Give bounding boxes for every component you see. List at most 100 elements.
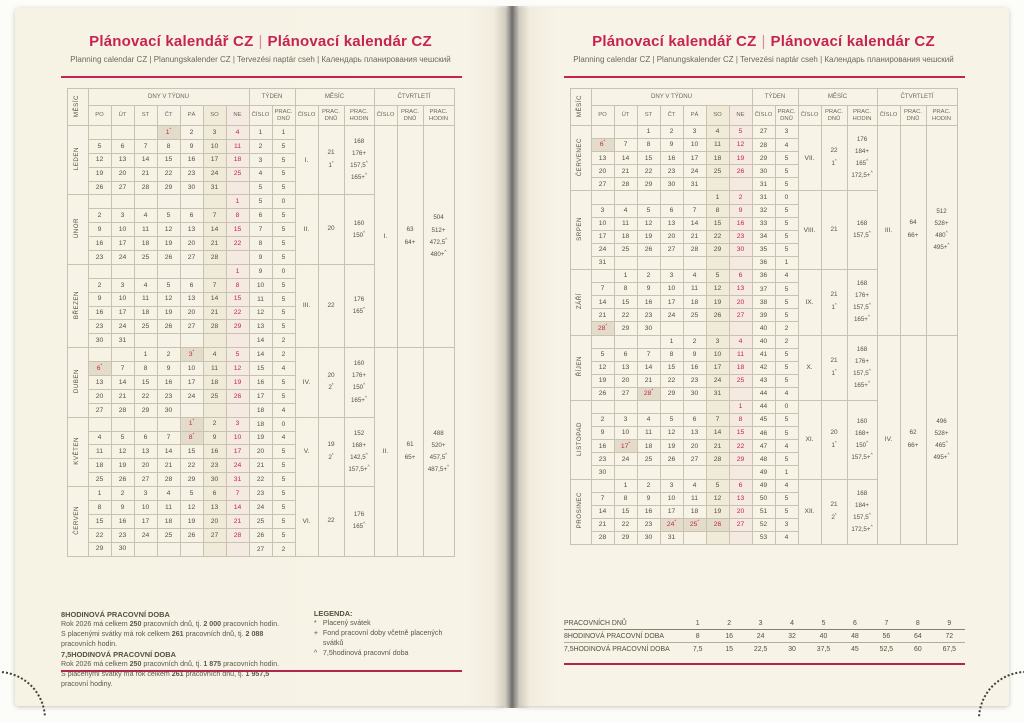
week-number: 26 bbox=[248, 527, 273, 543]
day-cell: 26 bbox=[659, 452, 684, 467]
day-cell: 2 bbox=[636, 478, 661, 493]
day-cell: 22 bbox=[87, 527, 112, 543]
col-subheader: ČÍSLO bbox=[248, 105, 273, 126]
day-cell: 19 bbox=[659, 439, 684, 454]
day-cell: 20 bbox=[179, 305, 204, 321]
col-header-day-ne: NE bbox=[728, 105, 753, 126]
day-cell: 30 bbox=[179, 180, 204, 196]
day-cell bbox=[110, 263, 135, 279]
day-cell bbox=[636, 399, 661, 415]
week-number: 5 bbox=[248, 194, 273, 210]
row-value: 5 bbox=[821, 620, 826, 627]
day-cell: 3 bbox=[225, 416, 250, 432]
planning-table-left: MĚSÍC DNY V TÝDNU TÝDEN MĚSÍC ČTVRTLETÍ PO ÚT S… bbox=[66, 88, 455, 557]
col-header-month: MĚSÍC bbox=[569, 88, 592, 126]
row-value: 22,5 bbox=[753, 645, 768, 653]
day-cell: 31 bbox=[705, 386, 730, 401]
month-workhours: 168 176+ 157,5^ 165+^ bbox=[846, 269, 878, 336]
week-row: 30 49 1 bbox=[570, 465, 957, 480]
week-number: 7 bbox=[248, 222, 273, 238]
week-number: 2 bbox=[248, 138, 273, 154]
legend-item: + Fond pracovní doby včetně placených svá… bbox=[314, 629, 462, 649]
legend-symbol: * bbox=[313, 619, 317, 627]
legend-text: Fond pracovní doby včetně placených svát… bbox=[322, 628, 443, 647]
day-cell: 17 bbox=[202, 152, 227, 168]
day-cell: 16 bbox=[682, 360, 707, 375]
week-workdays: 5 bbox=[271, 166, 296, 182]
day-cell: 9 bbox=[728, 203, 753, 218]
week-row: 10 11 12 13 14 15 16 33 5 bbox=[570, 216, 957, 231]
working-days-hours-table: PRACOVNÍCH DNŮ 1 2 3 4 5 6 7 8 9 8HODINOVÁ PRACOVN… bbox=[564, 620, 965, 653]
day-cell: 30 bbox=[636, 530, 661, 546]
month-workhours: 168 176+ 157,5^ 165+^ bbox=[846, 334, 878, 401]
col-subheader: PRAC. DNŮ bbox=[899, 105, 927, 126]
week-number: 40 bbox=[751, 334, 776, 349]
month-workhours: 176 165^ bbox=[343, 263, 375, 349]
day-cell bbox=[225, 180, 250, 196]
day-cell bbox=[179, 194, 204, 210]
day-cell: 27 bbox=[202, 527, 227, 543]
week-row: 23 24 25 26 27 28 9 5 bbox=[67, 250, 454, 265]
week-number: 44 bbox=[751, 386, 776, 401]
day-cell: 19 bbox=[87, 166, 112, 182]
day-cell: 29 bbox=[179, 472, 204, 488]
day-cell: 12 bbox=[110, 444, 135, 460]
day-cell bbox=[179, 333, 204, 349]
day-cell: 3 bbox=[613, 413, 638, 428]
week-row: 11 12 13 14 15 16 17 20 5 bbox=[67, 444, 454, 460]
title-rule bbox=[564, 76, 965, 78]
row-value: 32 bbox=[788, 632, 796, 640]
day-cell: 23 bbox=[179, 166, 204, 182]
week-number: 28 bbox=[751, 138, 776, 153]
day-cell: 16 bbox=[202, 444, 227, 460]
day-cell: 6 bbox=[110, 138, 135, 154]
month-name: BŘEZEN bbox=[66, 263, 89, 349]
day-cell: 10 bbox=[133, 500, 158, 515]
week-number: 39 bbox=[751, 308, 776, 323]
week-row: 29 30 27 2 bbox=[67, 541, 454, 557]
day-cell: 6 bbox=[202, 486, 227, 502]
week-number: 41 bbox=[751, 347, 776, 362]
day-cell: 13 bbox=[613, 360, 638, 375]
day-cell: 8 bbox=[705, 203, 730, 218]
week-number: 34 bbox=[751, 229, 776, 244]
day-cell: 24 bbox=[590, 242, 615, 257]
day-cell: 20 bbox=[590, 164, 615, 179]
day-cell: 12 bbox=[705, 282, 730, 297]
col-header-quarter-group: ČTVRTLETÍ bbox=[373, 88, 455, 106]
week-workdays: 5 bbox=[271, 388, 296, 404]
day-cell: 9 bbox=[636, 491, 661, 506]
day-cell: 17 bbox=[133, 513, 158, 529]
col-header-day-po: PO bbox=[590, 105, 615, 126]
footer-summary: 8HODINOVÁ PRACOVNÍ DOBA Rok 2026 má celke… bbox=[61, 609, 462, 689]
planning-table-right: MĚSÍC DNY V TÝDNU TÝDEN MĚSÍC ČTVRTLETÍ PO ÚT S… bbox=[569, 88, 958, 546]
title-czech: Plánovací kalendář CZ bbox=[592, 33, 757, 50]
quarter-workhours: 504 512+ 472,5^ 480+^ bbox=[422, 124, 455, 349]
week-workdays: 4 bbox=[774, 138, 799, 153]
day-cell: 8 bbox=[659, 347, 684, 362]
day-cell: 23 bbox=[659, 164, 684, 179]
day-cell: 14 bbox=[133, 152, 158, 168]
month-number: II. bbox=[294, 194, 319, 265]
day-cell: 27 bbox=[87, 402, 112, 418]
day-cell: 13 bbox=[728, 282, 753, 297]
day-cell: 5 bbox=[87, 138, 112, 154]
month-name: PROSINEC bbox=[569, 478, 592, 546]
week-row: 9 10 11 12 13 14 15 46 5 bbox=[570, 426, 957, 441]
day-cell: 16 bbox=[87, 305, 112, 321]
day-cell: 15 bbox=[659, 360, 684, 375]
quarter-workdays: 61 65+ bbox=[396, 347, 424, 557]
week-workdays: 5 bbox=[774, 216, 799, 231]
week-number: 17 bbox=[248, 388, 273, 404]
day-cell: 15 bbox=[728, 426, 753, 441]
day-cell: 10 bbox=[110, 222, 135, 238]
week-number: 10 bbox=[248, 277, 273, 293]
day-cell: 28* bbox=[636, 386, 661, 401]
month-workdays: 21 1* bbox=[820, 269, 848, 336]
month-workhours: 176 184+ 165^ 172,5+^ bbox=[846, 124, 878, 192]
day-cell: 5 bbox=[590, 347, 615, 362]
week-row: 17 18 19 20 21 22 23 34 5 bbox=[570, 229, 957, 244]
day-cell: 31 bbox=[110, 333, 135, 349]
week-number: 30 bbox=[751, 164, 776, 179]
month-number: VI. bbox=[294, 486, 319, 557]
